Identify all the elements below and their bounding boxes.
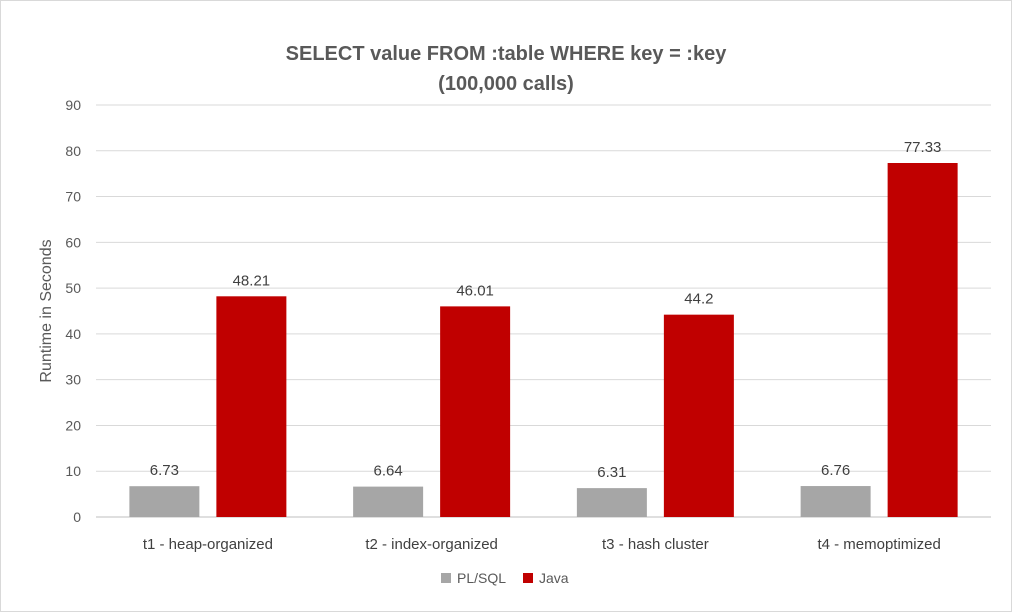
bar-java bbox=[663, 314, 734, 517]
x-axis-categories: t1 - heap-organized t2 - index-organized t… bbox=[143, 536, 941, 553]
y-tick-label: 10 bbox=[65, 463, 81, 479]
y-tick-label: 40 bbox=[65, 326, 81, 342]
bar-pl-sql bbox=[129, 486, 200, 517]
data-label: 77.33 bbox=[904, 139, 942, 156]
legend-swatch bbox=[523, 573, 533, 583]
legend-label: Java bbox=[539, 570, 569, 586]
bar-pl-sql bbox=[800, 486, 871, 517]
bar-java bbox=[440, 306, 511, 517]
y-axis-title: Runtime in Seconds bbox=[38, 239, 55, 382]
y-axis-ticks: 0 10 20 30 40 50 60 70 80 90 bbox=[65, 97, 81, 525]
data-label: 46.01 bbox=[456, 282, 494, 299]
bar-pl-sql bbox=[353, 486, 424, 517]
bar-pl-sql bbox=[576, 488, 647, 517]
data-label: 6.73 bbox=[150, 462, 179, 479]
bar-java bbox=[887, 163, 958, 518]
y-tick-label: 80 bbox=[65, 143, 81, 159]
x-category-label: t1 - heap-organized bbox=[143, 536, 273, 553]
chart-title-line-1: SELECT value FROM :table WHERE key = :ke… bbox=[286, 43, 728, 65]
y-tick-label: 0 bbox=[73, 509, 81, 525]
data-label: 44.2 bbox=[684, 291, 713, 308]
y-tick-label: 30 bbox=[65, 372, 81, 388]
y-tick-label: 90 bbox=[65, 97, 81, 113]
x-category-label: t3 - hash cluster bbox=[602, 536, 709, 553]
y-tick-label: 60 bbox=[65, 234, 81, 250]
data-label: 48.21 bbox=[233, 272, 271, 289]
y-tick-label: 70 bbox=[65, 189, 81, 205]
y-tick-label: 20 bbox=[65, 417, 81, 433]
bars bbox=[129, 163, 958, 518]
data-label: 6.64 bbox=[374, 463, 403, 480]
legend-swatch bbox=[441, 573, 451, 583]
x-category-label: t2 - index-organized bbox=[365, 536, 498, 553]
legend: PL/SQL Java bbox=[441, 570, 569, 586]
bar-java bbox=[216, 296, 287, 517]
y-tick-label: 50 bbox=[65, 280, 81, 296]
x-category-label: t4 - memoptimized bbox=[817, 536, 940, 553]
data-label: 6.76 bbox=[821, 462, 850, 479]
legend-label: PL/SQL bbox=[457, 570, 506, 586]
data-label: 6.31 bbox=[597, 464, 626, 481]
chart-title-line-2: (100,000 calls) bbox=[438, 73, 574, 95]
data-labels: 6.73 48.21 6.64 46.01 6.31 44.2 6.76 77.33 bbox=[150, 139, 942, 481]
